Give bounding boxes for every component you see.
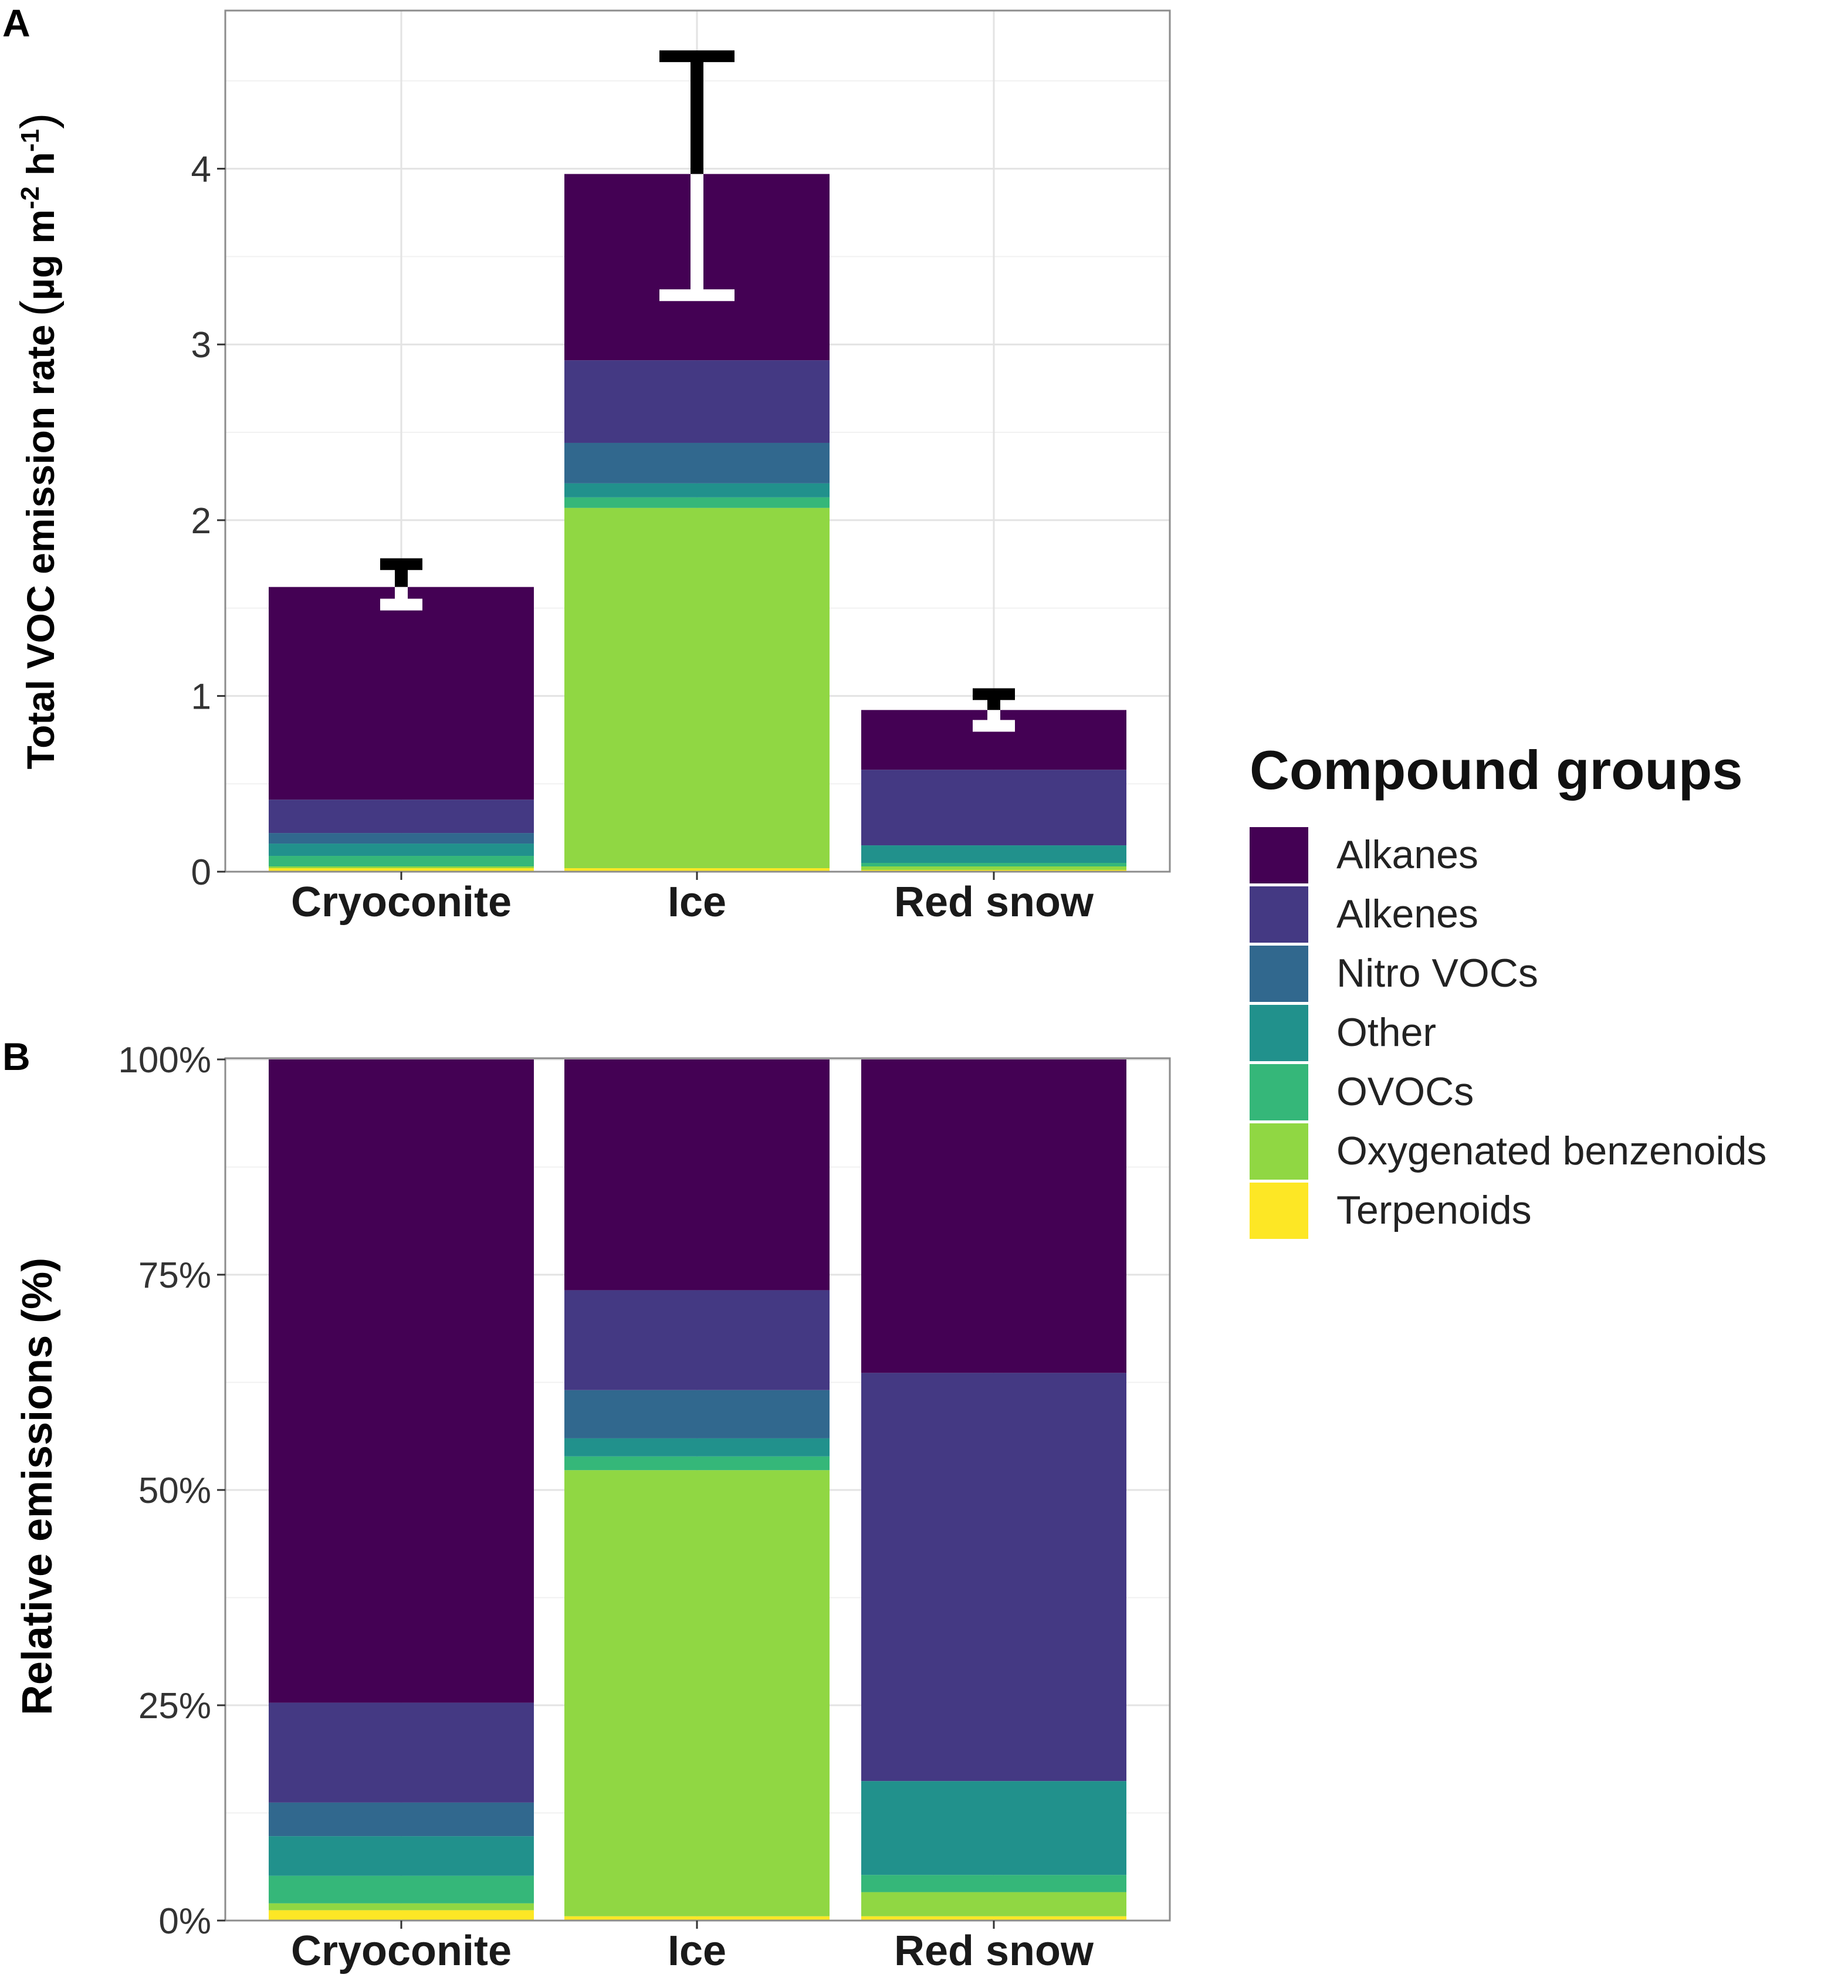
legend-swatch-other: [1250, 1005, 1308, 1061]
error-bars-a: [380, 50, 1015, 732]
legend-label-terpenoids: Terpenoids: [1336, 1188, 1532, 1232]
x-tick-labels-b: Cryoconite Ice Red snow: [291, 1921, 1094, 1975]
y-tick-label-b: 75%: [138, 1255, 211, 1296]
legend-items: Alkanes Alkenes Nitro VOCs Other OVOCs Oxygen…: [1250, 827, 1766, 1239]
bar-a-red-snow-alkenes: [861, 770, 1126, 846]
bar-b-red-snow-oxygenated-benzenoids: [861, 1892, 1126, 1916]
panel-b-letter: B: [2, 1035, 31, 1078]
bar-a-ice-other: [564, 483, 830, 497]
y-tick-label-a: 4: [191, 150, 211, 190]
y-tick-label-b: 100%: [118, 1040, 211, 1081]
bar-a-cryoconite-terpenoids: [269, 868, 534, 872]
legend-swatch-ovocs: [1250, 1064, 1308, 1120]
bar-b-ice-alkanes: [564, 1059, 830, 1291]
bar-a-red-snow-ovocs: [861, 863, 1126, 867]
y-tick-label-a: 0: [191, 852, 211, 893]
bar-a-ice-oxygenated-benzenoids: [564, 507, 830, 869]
bar-b-red-snow-other: [861, 1781, 1126, 1875]
legend-swatch-terpenoids: [1250, 1183, 1308, 1239]
x-tick-label-a-ice: Ice: [668, 879, 726, 926]
bar-a-ice-nitro-vocs: [564, 442, 830, 483]
panel-a-letter: A: [2, 1, 31, 45]
y-tick-labels-a: 0 1 2 3 4: [191, 150, 225, 893]
legend-swatch-alkanes: [1250, 827, 1308, 883]
legend-swatch-alkenes: [1250, 886, 1308, 943]
bar-a-cryoconite-alkenes: [269, 800, 534, 834]
x-tick-label-b-cryoconite: Cryoconite: [291, 1928, 512, 1975]
bars-b: [269, 1059, 1126, 1921]
legend: Compound groups Alkanes Alkenes Nitro VOCs…: [1250, 739, 1766, 1239]
bar-a-cryoconite-other: [269, 844, 534, 856]
y-tick-label-b: 50%: [138, 1471, 211, 1511]
bars-a: [269, 174, 1126, 872]
bar-a-ice-ovocs: [564, 497, 830, 508]
bar-b-cryoconite-ovocs: [269, 1875, 534, 1904]
bar-a-ice-alkenes: [564, 360, 830, 443]
x-tick-labels-a: Cryoconite Ice Red snow: [291, 872, 1094, 926]
legend-label-alkanes: Alkanes: [1336, 832, 1478, 877]
y-tick-label-a: 3: [191, 325, 211, 365]
y-tick-label-b: 0%: [158, 1901, 211, 1942]
bar-a-cryoconite-ovocs: [269, 856, 534, 867]
bar-b-cryoconite-alkanes: [269, 1059, 534, 1703]
legend-label-oxygenated-benzenoids: Oxygenated benzenoids: [1336, 1129, 1766, 1173]
legend-label-other: Other: [1336, 1010, 1436, 1055]
bar-b-red-snow-terpenoids: [861, 1916, 1126, 1921]
bar-b-red-snow-ovocs: [861, 1875, 1126, 1892]
bar-b-ice-alkenes: [564, 1290, 830, 1390]
bar-b-ice-ovocs: [564, 1456, 830, 1471]
panel-a: A 0 1 2 3 4 Cryoconite Ice Red snow Total VOC …: [2, 1, 1171, 926]
panel-b: B 0%25%50%75%100% Cryoconite Ice Red snow …: [2, 1035, 1171, 1975]
y-axis-title-b: Relative emissions (%): [14, 1258, 61, 1715]
bar-a-cryoconite-alkanes: [269, 587, 534, 800]
y-tick-labels-b: 0% 25% 50% 75% 100%: [118, 1040, 225, 1942]
y-tick-label-a: 1: [191, 676, 211, 717]
bar-b-cryoconite-other: [269, 1836, 534, 1876]
bar-b-ice-nitro-vocs: [564, 1390, 830, 1438]
bar-b-cryoconite-alkenes: [269, 1702, 534, 1803]
legend-label-nitro-vocs: Nitro VOCs: [1336, 951, 1538, 995]
bar-a-cryoconite-nitro-vocs: [269, 833, 534, 844]
bar-a-cryoconite-oxygenated-benzenoids: [269, 866, 534, 869]
bar-a-ice-terpenoids: [564, 868, 830, 872]
bar-a-red-snow-other: [861, 845, 1126, 863]
x-tick-label-a-red-snow: Red snow: [894, 879, 1094, 926]
bar-b-cryoconite-oxygenated-benzenoids: [269, 1903, 534, 1911]
y-tick-label-a: 2: [191, 501, 211, 541]
bar-b-cryoconite-terpenoids: [269, 1910, 534, 1921]
bar-b-ice-terpenoids: [564, 1916, 830, 1921]
bar-b-ice-other: [564, 1438, 830, 1457]
bar-b-ice-oxygenated-benzenoids: [564, 1470, 830, 1916]
legend-label-alkenes: Alkenes: [1336, 892, 1478, 936]
legend-swatch-oxygenated-benzenoids: [1250, 1123, 1308, 1180]
x-tick-label-a-cryoconite: Cryoconite: [291, 879, 512, 926]
x-tick-label-b-red-snow: Red snow: [894, 1928, 1094, 1975]
x-tick-label-b-ice: Ice: [668, 1928, 726, 1975]
bar-a-red-snow-oxygenated-benzenoids: [861, 866, 1126, 871]
legend-swatch-nitro-vocs: [1250, 946, 1308, 1002]
bar-b-red-snow-alkenes: [861, 1373, 1126, 1782]
bar-b-cryoconite-nitro-vocs: [269, 1802, 534, 1837]
legend-title: Compound groups: [1250, 739, 1743, 801]
y-axis-title-a: Total VOC emission rate(µg m-2 h-1): [11, 113, 65, 770]
bar-b-red-snow-alkanes: [861, 1059, 1126, 1373]
legend-label-ovocs: OVOCs: [1336, 1069, 1474, 1114]
y-tick-label-b: 25%: [138, 1686, 211, 1726]
